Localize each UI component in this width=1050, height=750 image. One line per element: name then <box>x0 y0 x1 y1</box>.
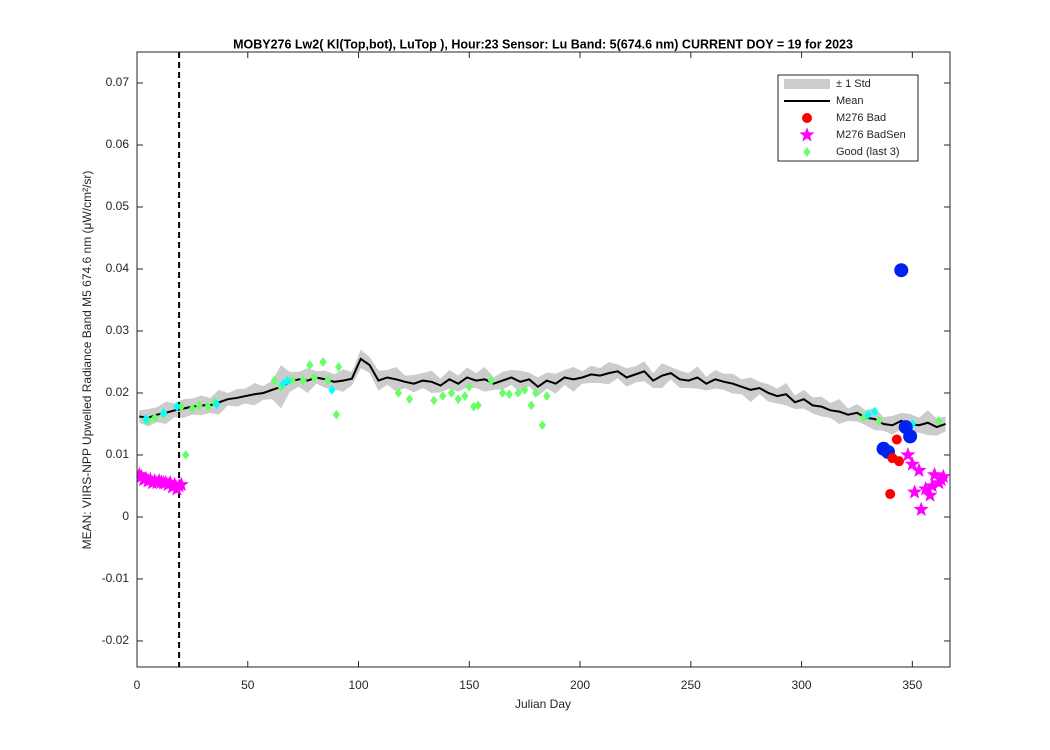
point <box>439 391 447 401</box>
legend-label: M276 BadSen <box>836 129 906 141</box>
point <box>514 388 522 398</box>
point <box>334 362 343 372</box>
point <box>911 462 927 477</box>
point <box>505 389 513 400</box>
x-tick-label: 150 <box>459 678 479 692</box>
y-tick-label: 0.05 <box>106 199 130 213</box>
point <box>521 385 529 395</box>
y-tick-label: 0.01 <box>106 447 130 461</box>
point <box>270 375 278 386</box>
point <box>394 388 403 398</box>
y-tick-label: 0.02 <box>106 385 130 399</box>
y-tick-label: 0.03 <box>106 323 130 337</box>
point <box>498 388 507 398</box>
point <box>935 468 950 484</box>
point <box>173 476 189 492</box>
chart-title: MOBY276 Lw2( Kl(Top,bot), LuTop ), Hour:… <box>233 37 853 51</box>
point <box>142 414 150 424</box>
point <box>859 412 868 423</box>
point <box>461 391 469 401</box>
point <box>405 394 414 405</box>
point <box>532 388 540 398</box>
point <box>151 412 159 423</box>
point <box>195 400 203 411</box>
y-tick-label: -0.01 <box>102 571 130 585</box>
legend-label: M276 Bad <box>836 112 886 124</box>
point <box>891 434 902 445</box>
y-tick-label: -0.02 <box>102 633 130 647</box>
x-tick-label: 350 <box>902 678 922 692</box>
point <box>299 375 307 386</box>
legend-label: Mean <box>836 95 864 107</box>
point <box>284 375 292 386</box>
point <box>487 375 496 386</box>
point <box>922 487 938 502</box>
x-tick-label: 300 <box>792 678 812 692</box>
point <box>465 381 473 392</box>
point <box>213 399 221 409</box>
x-tick-label: 200 <box>570 678 590 692</box>
point <box>332 409 340 420</box>
point <box>279 378 287 389</box>
point <box>319 357 327 367</box>
legend-swatch <box>784 79 830 89</box>
point <box>430 395 438 406</box>
point <box>913 501 929 516</box>
point <box>885 489 896 500</box>
point <box>159 407 168 418</box>
y-tick-label: 0 <box>122 509 129 523</box>
plot-area <box>137 52 950 667</box>
y-tick-label: 0.04 <box>106 261 130 275</box>
x-tick-label: 0 <box>134 678 141 692</box>
point <box>907 484 923 499</box>
x-axis-label: Julian Day <box>515 697 571 711</box>
point <box>454 394 462 405</box>
point <box>447 388 456 398</box>
point <box>894 456 905 467</box>
point <box>306 360 314 370</box>
y-tick-label: 0.07 <box>106 75 130 89</box>
legend-box <box>777 74 919 162</box>
point <box>871 406 879 417</box>
legend-label: Good (last 3) <box>836 146 900 158</box>
std-band <box>139 349 946 436</box>
x-tick-label: 250 <box>681 678 701 692</box>
point <box>538 420 547 431</box>
mean-line <box>139 357 946 429</box>
y-tick-label: 0.06 <box>106 137 130 151</box>
point <box>543 391 551 401</box>
point <box>894 263 909 278</box>
y-axis-label: MEAN: VIIRS-NPP Upwelled Radiance Band M… <box>80 171 94 550</box>
point <box>904 456 920 471</box>
point <box>310 372 318 383</box>
point <box>204 401 212 412</box>
x-tick-label: 100 <box>349 678 369 692</box>
point <box>875 416 883 426</box>
point <box>802 113 812 123</box>
point <box>864 409 872 420</box>
point <box>323 375 332 386</box>
point <box>903 429 918 444</box>
point <box>527 400 535 411</box>
point <box>935 416 943 426</box>
point <box>900 447 916 462</box>
legend-label: ± 1 Std <box>836 78 871 90</box>
point <box>799 127 815 142</box>
point <box>173 401 181 412</box>
point <box>328 385 336 395</box>
point <box>474 400 482 411</box>
point <box>803 147 811 157</box>
x-tick-label: 50 <box>241 678 255 692</box>
axes-frame <box>136 51 951 668</box>
point <box>188 403 197 414</box>
point <box>182 450 190 460</box>
